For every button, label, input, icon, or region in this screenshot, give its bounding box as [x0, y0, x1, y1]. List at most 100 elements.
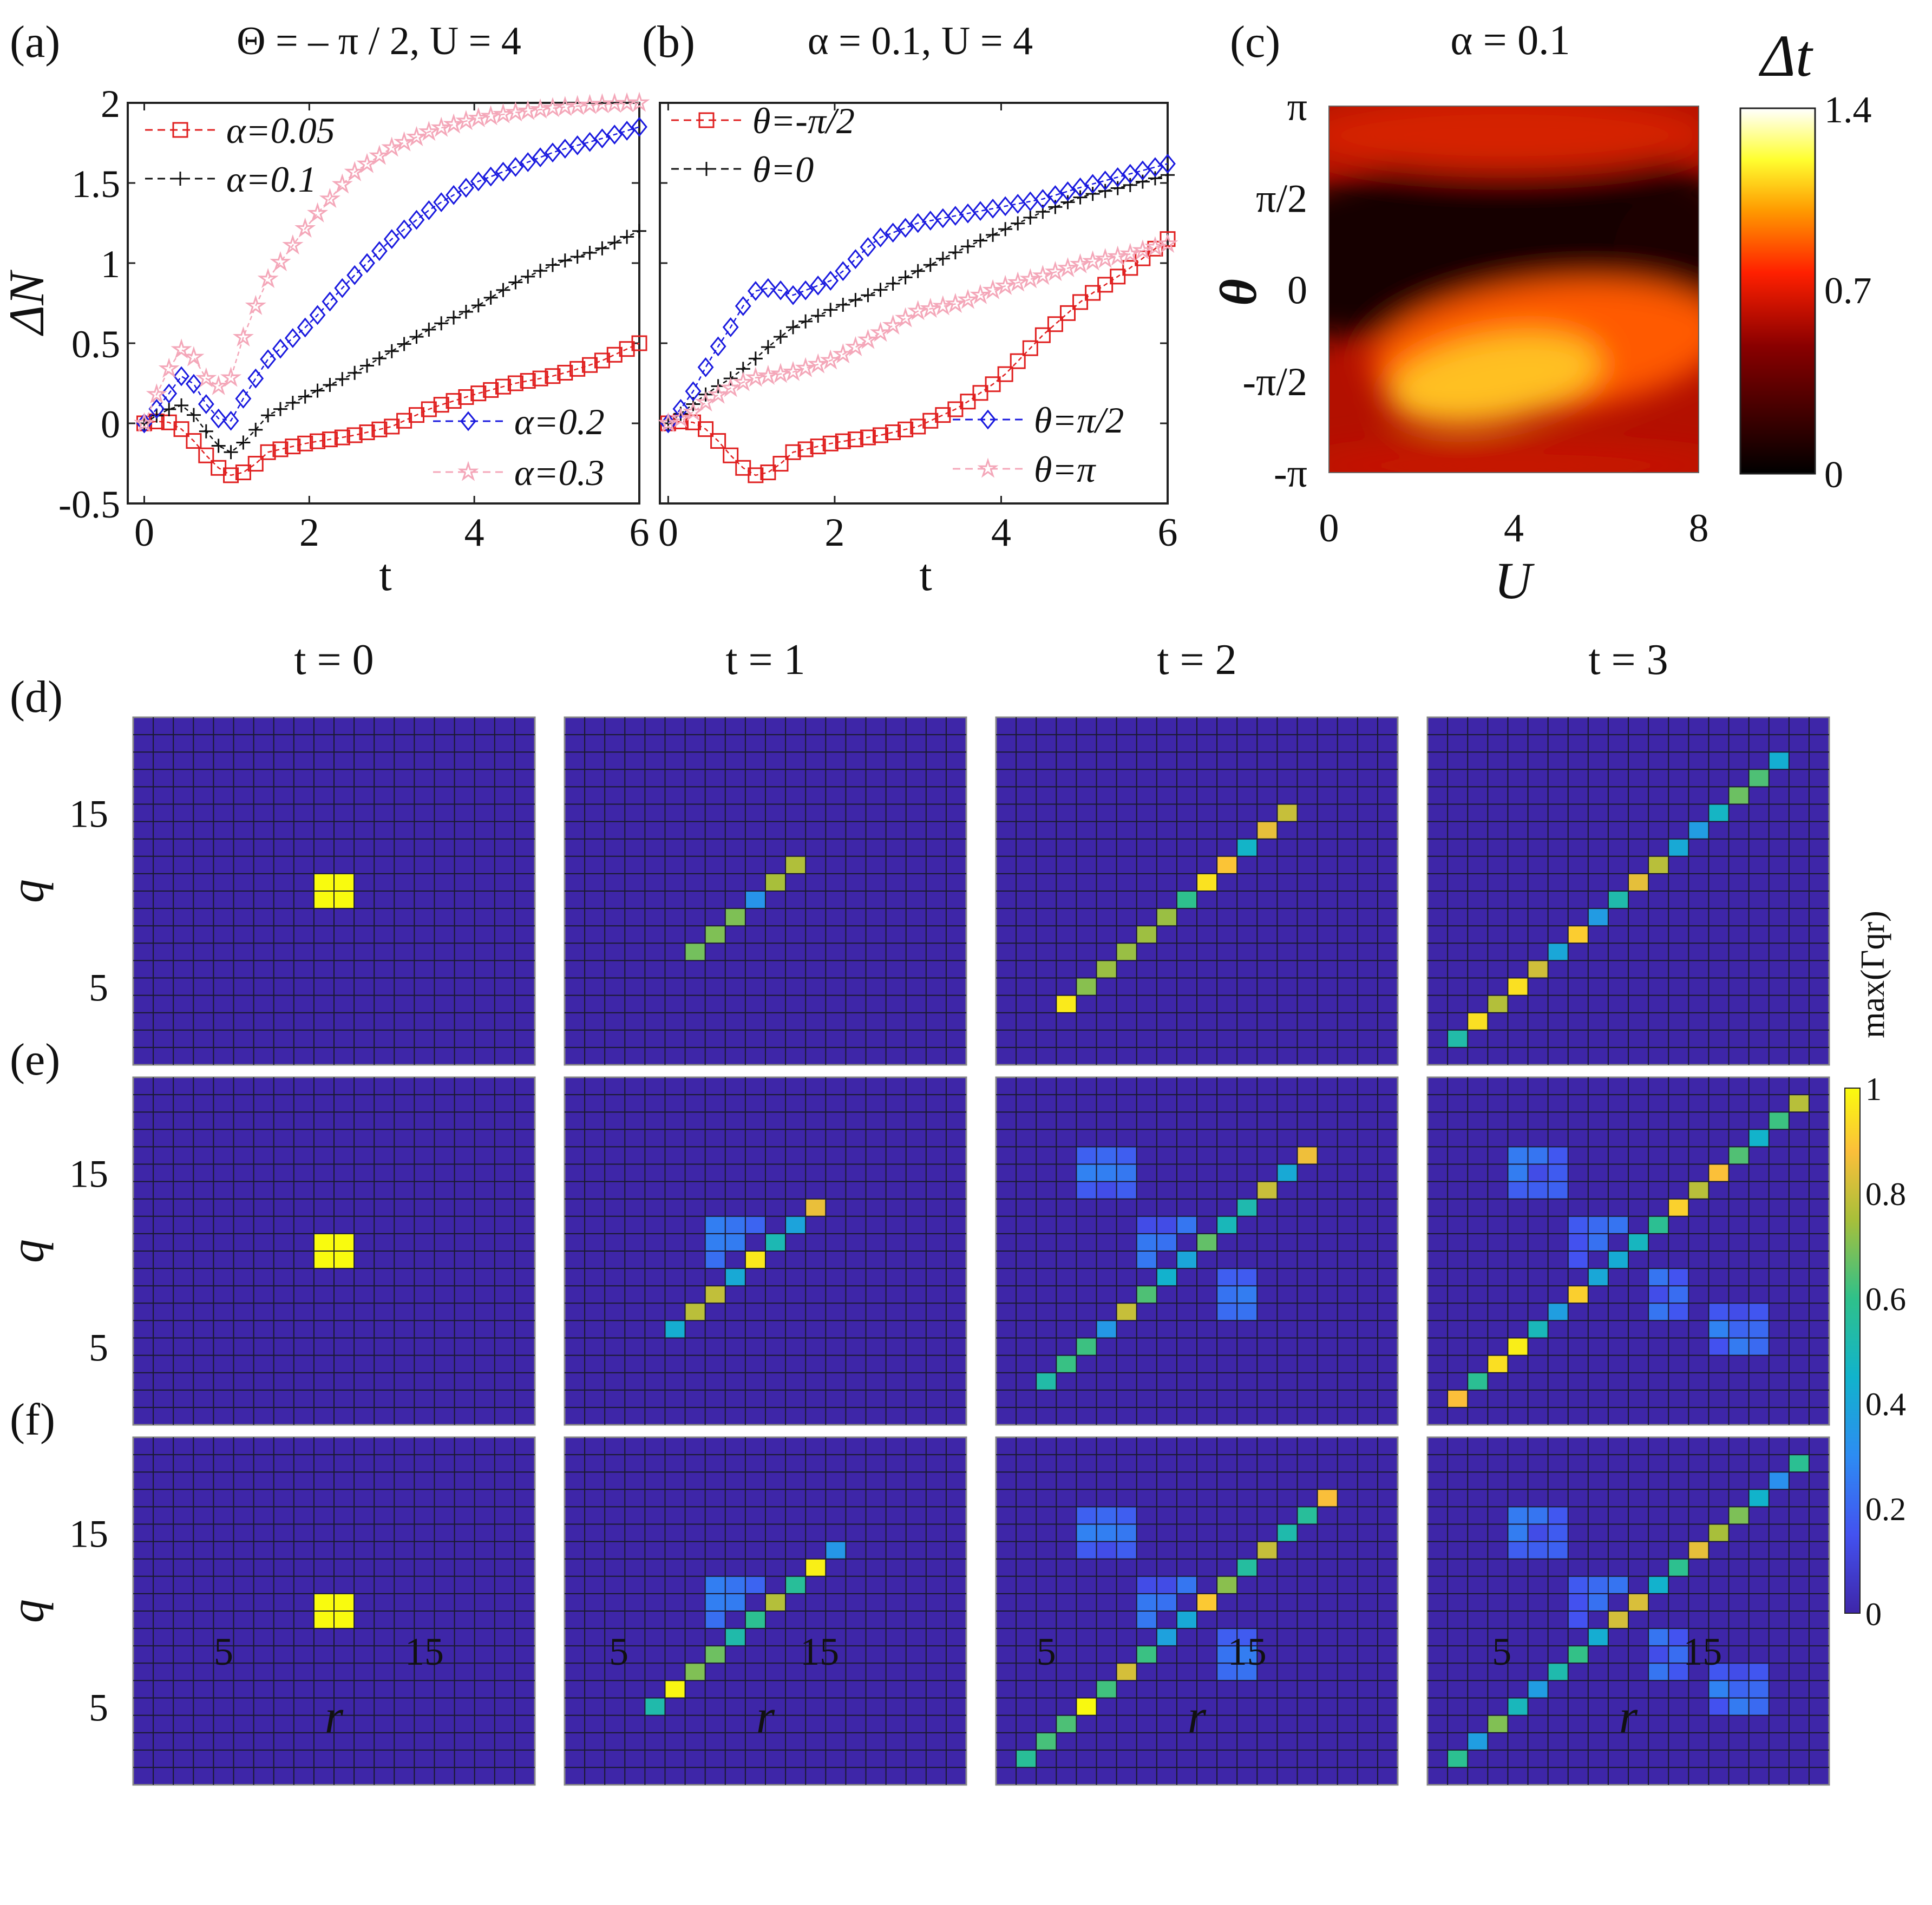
data-point [496, 283, 510, 297]
matrix-cell [1668, 1646, 1689, 1664]
series-3 [657, 232, 1178, 433]
matrix-cell [1237, 1268, 1258, 1286]
data-point [911, 264, 925, 278]
data-point [1034, 327, 1051, 343]
data-point [408, 407, 424, 423]
matrix-cell [1668, 1628, 1689, 1646]
data-point [455, 110, 477, 130]
matrix-cell [1728, 1680, 1749, 1698]
correlation-matrices [132, 716, 1830, 1786]
data-point [935, 407, 951, 423]
matrix-gridlines [565, 1437, 966, 1785]
matrix-cell [334, 1593, 355, 1611]
data-point [1095, 248, 1116, 269]
data-point [220, 366, 242, 387]
data-point [1022, 191, 1039, 212]
matrix-cell [1628, 873, 1649, 891]
data-point [1082, 250, 1104, 271]
x-tick-label: 2 [299, 510, 319, 555]
data-point [1144, 236, 1166, 257]
matrix-cell [685, 1663, 705, 1681]
data-point [772, 456, 789, 472]
matrix-cell [1237, 1628, 1258, 1646]
data-point [433, 192, 450, 212]
matrix-cell [1136, 1233, 1157, 1251]
matrix-cell [1136, 926, 1157, 944]
matrix-cell [1076, 1164, 1097, 1182]
matrix-cell [1588, 1593, 1608, 1611]
data-point [297, 435, 313, 451]
matrix-cell [1568, 1251, 1588, 1269]
data-point [306, 202, 329, 222]
data-point [422, 322, 436, 337]
data-point [860, 237, 876, 257]
matrix-cell [1488, 1355, 1508, 1373]
data-point [832, 343, 854, 364]
data-point [994, 274, 1016, 295]
matrix-cell [1508, 1698, 1528, 1716]
data-point [396, 413, 412, 429]
data-point [985, 198, 1001, 219]
matrix-cell [1096, 960, 1117, 978]
matrix-cell [1016, 1750, 1037, 1767]
data-point [798, 314, 813, 329]
matrix-cell [1116, 943, 1137, 961]
y-tick-label: 5 [89, 1686, 108, 1730]
data-point [430, 116, 452, 137]
data-point [732, 371, 754, 391]
matrix-cell [1588, 1576, 1608, 1594]
data-point [847, 249, 864, 269]
matrix-cell [1508, 1338, 1528, 1356]
data-point [480, 105, 502, 126]
matrix-cell [1217, 1628, 1237, 1646]
matrix-cell [1548, 1663, 1568, 1681]
matrix-cell [1728, 1663, 1749, 1681]
data-point [820, 349, 841, 370]
data-point [383, 229, 400, 249]
data-point [723, 447, 739, 463]
series-3 [133, 91, 650, 433]
matrix-cell [1508, 1541, 1528, 1559]
matrix-cell [1748, 1338, 1769, 1356]
data-point [471, 298, 486, 313]
matrix-cell [1668, 1268, 1689, 1286]
matrix-cell [1568, 1233, 1588, 1251]
data-point [558, 253, 572, 268]
matrix-cell [1608, 1216, 1628, 1234]
data-point [1048, 200, 1063, 214]
column-title: t = 0 [294, 636, 374, 684]
matrix-cell [1548, 1507, 1568, 1524]
data-point [533, 264, 548, 278]
data-point [907, 300, 929, 320]
panel-b-title: α = 0.1, U = 4 [808, 19, 1033, 63]
matrix-cell [1076, 1507, 1097, 1524]
panel-c-ylabel: θ [1209, 279, 1267, 306]
data-point [885, 222, 901, 243]
data-point [745, 366, 767, 387]
x-tick-label: 15 [1683, 1630, 1722, 1673]
matrix-cell [1568, 926, 1588, 944]
matrix-d-t2 [995, 716, 1399, 1066]
data-point [483, 290, 498, 305]
matrix-cell [1237, 1199, 1258, 1216]
matrix-cell [1648, 1646, 1669, 1664]
matrix-cell [1728, 1303, 1749, 1321]
matrix-cell [1648, 1286, 1669, 1304]
matrix-cell [685, 1303, 705, 1321]
matrix-cell [334, 1233, 355, 1251]
matrix-cell [1096, 1147, 1117, 1164]
data-point [1032, 265, 1053, 285]
data-point [198, 447, 214, 463]
data-point [836, 297, 850, 312]
matrix-cell [1648, 1303, 1669, 1321]
data-point [922, 413, 939, 429]
data-point [360, 358, 375, 373]
matrix-cell [745, 1216, 765, 1234]
matrix-cell [1608, 1251, 1628, 1269]
data-point [782, 361, 804, 381]
panel-b-series [657, 154, 1178, 483]
matrix-cell [1568, 1646, 1588, 1664]
matrix-cell [1257, 821, 1278, 839]
matrix-cell [665, 1680, 685, 1698]
data-point [795, 357, 816, 377]
